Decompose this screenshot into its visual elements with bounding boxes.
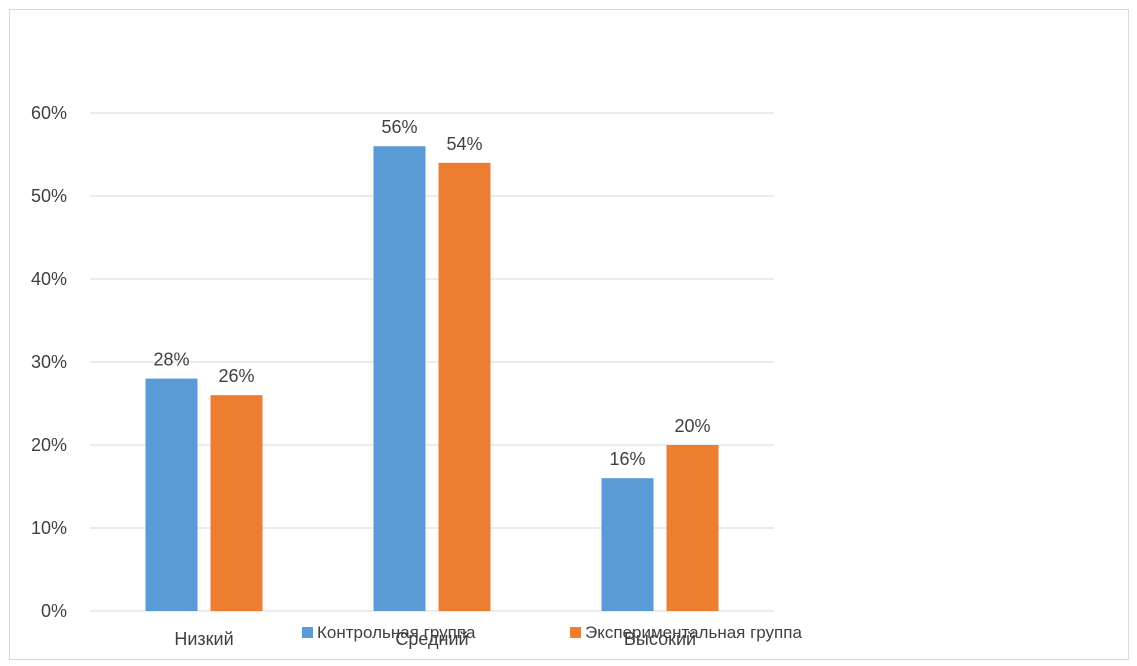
legend-swatch — [302, 627, 313, 638]
data-labels: 28% 26% 56% 54% 16% 20% — [153, 117, 710, 469]
category-labels: Низкий Средний Высокий — [174, 629, 696, 649]
y-axis-ticks: 0% 10% 20% 30% 40% 50% 60% — [31, 103, 67, 621]
y-tick-label: 10% — [31, 518, 67, 538]
y-tick-label: 60% — [31, 103, 67, 123]
legend-label: Экспериментальная группа — [585, 623, 802, 642]
y-tick-label: 50% — [31, 186, 67, 206]
legend-swatch — [570, 627, 581, 638]
bar — [438, 162, 491, 612]
bar — [666, 445, 719, 611]
legend-label: Контрольная группа — [317, 623, 476, 642]
y-tick-label: 0% — [41, 601, 67, 621]
x-tick-label: Высокий — [624, 629, 696, 649]
data-label: 26% — [218, 366, 254, 386]
bar — [601, 478, 654, 611]
y-tick-label: 40% — [31, 269, 67, 289]
x-tick-label: Низкий — [174, 629, 233, 649]
gridlines — [90, 112, 774, 612]
x-tick-label: Средний — [395, 629, 468, 649]
bar — [210, 395, 263, 611]
data-label: 56% — [381, 117, 417, 137]
bars — [145, 146, 719, 612]
bar — [145, 378, 198, 611]
legend: Контрольная группа Экспериментальная груп… — [302, 623, 802, 642]
data-label: 16% — [609, 449, 645, 469]
y-tick-label: 20% — [31, 435, 67, 455]
bar — [373, 146, 426, 611]
y-tick-label: 30% — [31, 352, 67, 372]
data-label: 54% — [446, 134, 482, 154]
data-label: 28% — [153, 350, 189, 370]
data-label: 20% — [674, 416, 710, 436]
